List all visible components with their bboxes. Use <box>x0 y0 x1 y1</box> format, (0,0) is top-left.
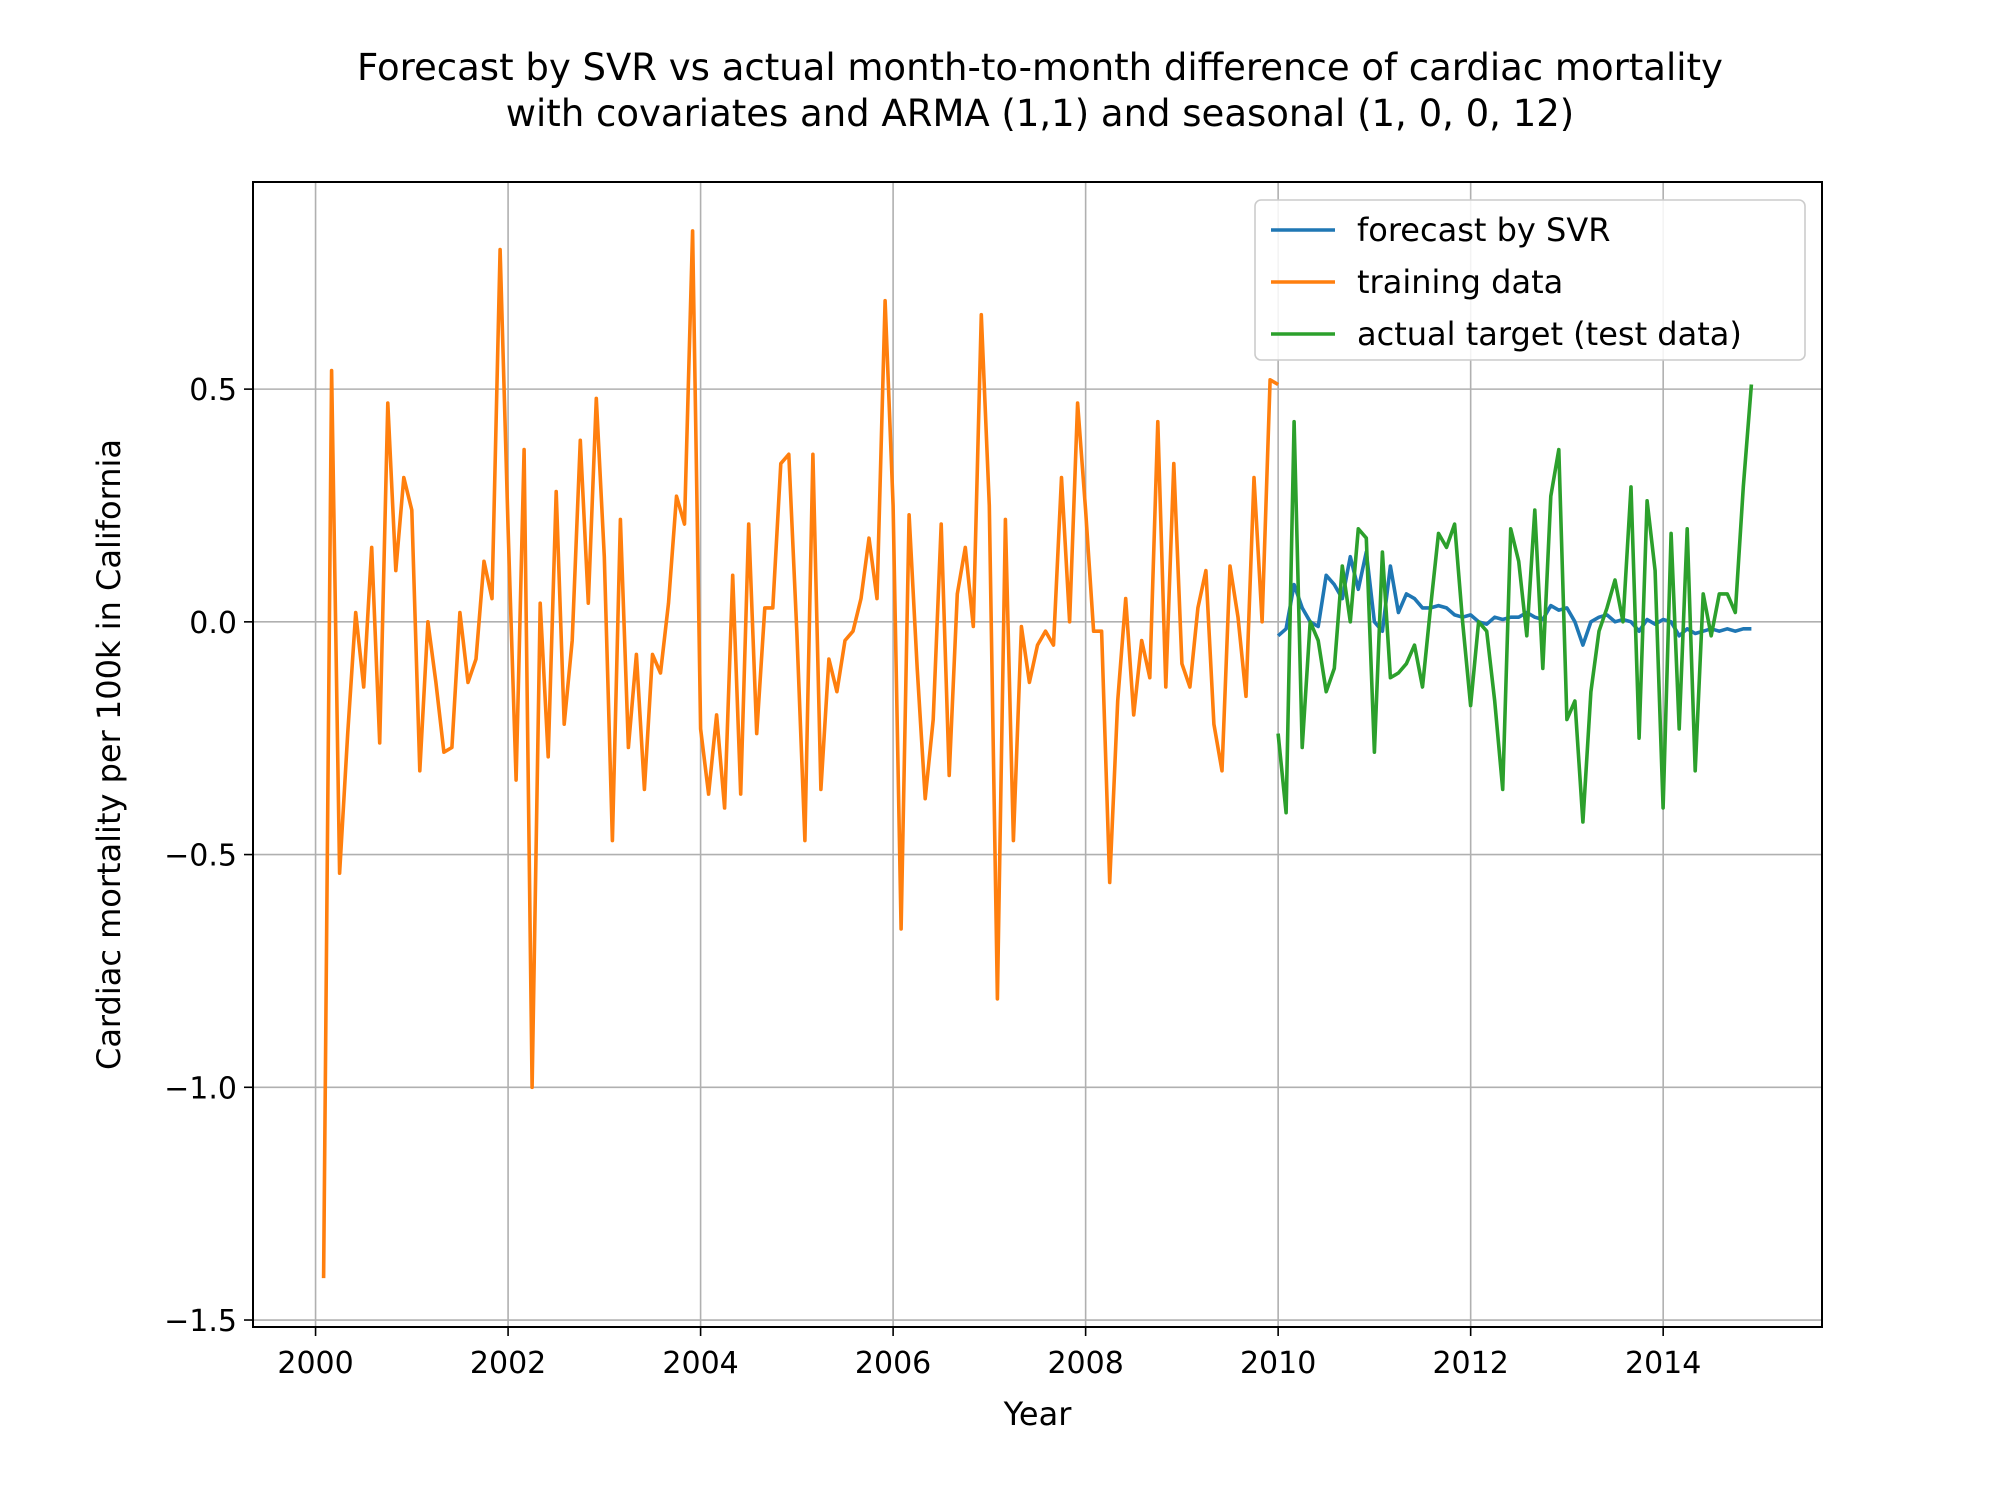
legend-label: forecast by SVR <box>1357 211 1610 249</box>
plot-area <box>321 229 1754 1279</box>
axes-frame <box>252 181 1823 1328</box>
series-line-0 <box>1276 550 1752 647</box>
x-axis-label: Year <box>1003 1395 1073 1433</box>
x-tick-label: 2002 <box>470 1346 546 1381</box>
legend-label: training data <box>1357 263 1563 301</box>
legend-box <box>1254 199 1806 361</box>
x-tick-label: 2000 <box>277 1346 353 1381</box>
series-line-1 <box>321 229 1280 1279</box>
x-tick-label: 2012 <box>1432 1346 1508 1381</box>
y-tick-label: −0.5 <box>164 839 237 874</box>
y-tick-label: −1.0 <box>164 1071 237 1106</box>
x-tick-label: 2014 <box>1625 1346 1701 1381</box>
legend: forecast by SVR training data actual targe… <box>1254 199 1806 361</box>
y-tick-label: 0.5 <box>189 373 237 408</box>
legend-label: actual target (test data) <box>1357 315 1742 353</box>
x-tick-label: 2006 <box>855 1346 931 1381</box>
chart-title-line-2: with covariates and ARMA (1,1) and seaso… <box>506 92 1574 135</box>
grid <box>253 182 1822 1327</box>
x-tick-label: 2010 <box>1240 1346 1316 1381</box>
y-axis-label: Cardiac mortality per 100k in California <box>90 439 128 1070</box>
x-tick-label: 2008 <box>1047 1346 1123 1381</box>
series-line-2 <box>1276 384 1754 824</box>
axis-ticks: 2000 2002 2004 2006 2008 2010 2012 2014 0.5 0.0 −0… <box>164 373 1701 1381</box>
chart-title: Forecast by SVR vs actual month-to-month… <box>357 46 1723 135</box>
chart-title-line-1: Forecast by SVR vs actual month-to-month… <box>357 46 1723 89</box>
y-tick-label: −1.5 <box>164 1304 237 1339</box>
y-tick-label: 0.0 <box>189 606 237 641</box>
x-tick-label: 2004 <box>662 1346 738 1381</box>
